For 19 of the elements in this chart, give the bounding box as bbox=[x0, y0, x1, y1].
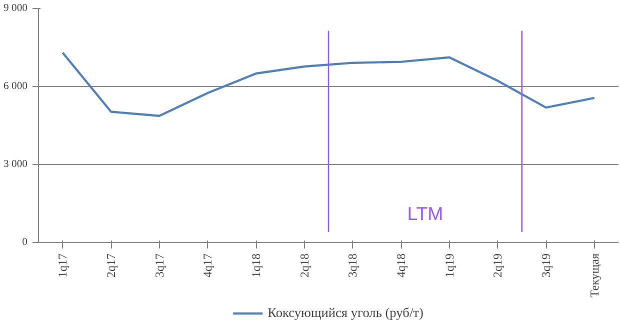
y-tick-label: 3 000 bbox=[4, 159, 28, 170]
x-tick-label: Текущая bbox=[587, 253, 602, 298]
y-tick-label: 0 bbox=[22, 237, 28, 248]
x-tick-label: 4q18 bbox=[394, 254, 408, 278]
x-tick-label: 1q18 bbox=[249, 254, 263, 278]
x-tick-label: 2q19 bbox=[490, 254, 505, 278]
x-tick-label: 3q19 bbox=[539, 254, 553, 278]
annotation: LTM bbox=[407, 202, 444, 224]
x-tick-label: 3q17 bbox=[152, 254, 166, 278]
legend-label: Коксующийся уголь (руб/т) bbox=[268, 305, 424, 321]
x-tick-label: 1q17 bbox=[56, 254, 70, 278]
y-tick-label: 9 000 bbox=[4, 3, 28, 14]
x-tick-label: 3q18 bbox=[346, 254, 360, 278]
x-tick-label: 2q18 bbox=[297, 254, 312, 278]
x-tick-label: 1q19 bbox=[442, 254, 456, 278]
line-series bbox=[62, 52, 596, 117]
x-tick-label: 2q17 bbox=[104, 254, 118, 278]
x-tick-label: 4q17 bbox=[200, 254, 215, 278]
y-tick-label: 6 000 bbox=[4, 81, 28, 92]
